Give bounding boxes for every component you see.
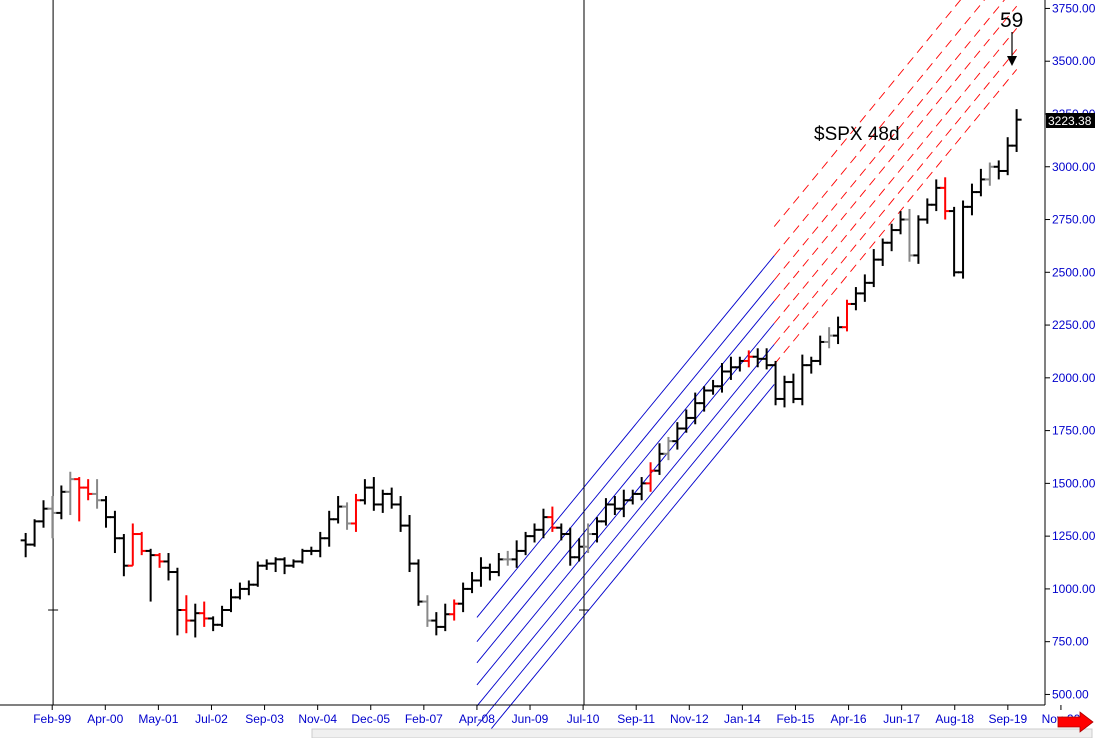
x-tick-label: May-01 (138, 712, 178, 726)
x-tick-label: Sep-11 (617, 712, 655, 726)
scroll-right-arrow[interactable] (1057, 711, 1094, 733)
blue-channel-line (476, 279, 775, 642)
blue-channel-line (476, 300, 775, 664)
chart-title: $SPX 48d (814, 124, 900, 145)
x-tick-label: Feb-15 (776, 712, 814, 726)
x-tick-label: Jun-17 (883, 712, 920, 726)
x-tick-label: Dec-05 (351, 712, 390, 726)
x-tick-label: Feb-07 (405, 712, 443, 726)
y-tick-label: 3500.00 (1052, 54, 1096, 68)
blue-channel-line (476, 255, 775, 618)
x-tick-label: Nov-12 (670, 712, 709, 726)
y-axis-ticks: 500.00 750.00 1000.00 1250.00 1500.00 1750.00… (1045, 1, 1096, 701)
x-tick-label: Aug-18 (935, 712, 974, 726)
y-tick-label: 1750.00 (1052, 424, 1096, 438)
red-channel-line (773, 49, 1018, 345)
x-tick-label: Jan-14 (724, 712, 761, 726)
x-tick-label: Feb-99 (33, 712, 71, 726)
x-tick-label: Apr-08 (459, 712, 495, 726)
x-tick-label: Jul-10 (567, 712, 600, 726)
red-channel-line (773, 0, 1005, 281)
x-tick-label: Jul-02 (195, 712, 228, 726)
x-tick-label: Nov-04 (298, 712, 337, 726)
scrollbar-track[interactable] (311, 728, 1093, 738)
y-tick-label: 750.00 (1052, 635, 1089, 649)
y-tick-label: 1000.00 (1052, 582, 1096, 596)
last-price-box (1046, 113, 1095, 128)
scroll-right-arrow-icon[interactable] (1057, 711, 1094, 733)
bar-count-arrow-head (1007, 56, 1017, 66)
red-channel-line (773, 5, 1018, 302)
red-channel-line (773, 0, 962, 227)
annotations: $SPX 48d 59 3223.38 (814, 9, 1095, 145)
bar-count-label: 59 (1000, 9, 1023, 32)
y-tick-label: 2250.00 (1052, 318, 1096, 332)
red-channel-line (773, 69, 1018, 365)
x-tick-label: Apr-16 (831, 712, 867, 726)
red-channel-line (773, 0, 985, 256)
y-tick-label: 1500.00 (1052, 476, 1096, 490)
x-tick-label: Sep-19 (988, 712, 1027, 726)
last-price-label: 3223.38 (1048, 114, 1092, 128)
ohlc-bar (1011, 109, 1022, 152)
cycle-lines (48, 0, 589, 705)
y-tick-label: 3750.00 (1052, 1, 1096, 15)
x-tick-label: Apr-00 (87, 712, 123, 726)
price-bars (20, 109, 1022, 638)
blue-channel-line (476, 322, 775, 686)
y-tick-label: 1250.00 (1052, 529, 1096, 543)
x-tick-label: Jun-09 (512, 712, 549, 726)
regression-channels (476, 0, 1018, 738)
blue-channel-line (476, 364, 775, 727)
x-axis-ticks: Feb-99 Apr-00 May-01 Jul-02 Sep-03 Nov-04 Dec-… (33, 705, 1081, 726)
y-tick-label: 3000.00 (1052, 160, 1096, 174)
y-tick-label: 2500.00 (1052, 265, 1096, 279)
x-tick-label: Sep-03 (245, 712, 284, 726)
blue-channel-line (483, 384, 775, 738)
blue-channel-line (476, 344, 775, 707)
y-tick-label: 2000.00 (1052, 371, 1096, 385)
y-tick-label: 500.00 (1052, 687, 1089, 701)
y-tick-label: 2750.00 (1052, 213, 1096, 227)
red-channel-line (773, 27, 1018, 324)
